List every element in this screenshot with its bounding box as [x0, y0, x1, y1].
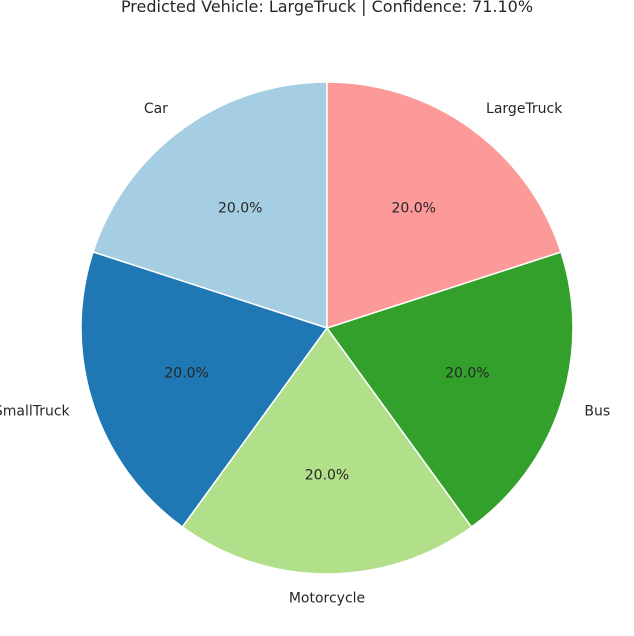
chart-title: Predicted Vehicle: LargeTruck | Confiden…	[121, 0, 533, 16]
slice-label-motorcycle: Motorcycle	[289, 591, 365, 607]
slice-percent-car: 20.0%	[218, 201, 262, 217]
slice-label-largetruck: LargeTruck	[486, 101, 563, 117]
pie-slice-motorcycle	[181, 326, 473, 575]
pie-slice-largetruck	[326, 81, 562, 330]
pie-slices	[80, 81, 574, 575]
slice-label-car: Car	[144, 101, 168, 117]
pie-slice-smalltruck	[80, 251, 329, 529]
pie-slice-bus	[325, 251, 574, 529]
pie-labels: Car 20.0% SmallTruck 20.0% Motorcycle 20.0% Bu…	[0, 101, 610, 607]
slice-percent-bus: 20.0%	[445, 366, 489, 382]
slice-label-bus: Bus	[584, 404, 610, 420]
slice-label-smalltruck: SmallTruck	[0, 404, 71, 420]
slice-percent-largetruck: 20.0%	[392, 201, 436, 217]
slice-percent-motorcycle: 20.0%	[305, 468, 349, 484]
slice-percent-smalltruck: 20.0%	[164, 366, 208, 382]
pie-slice-car	[92, 81, 328, 330]
